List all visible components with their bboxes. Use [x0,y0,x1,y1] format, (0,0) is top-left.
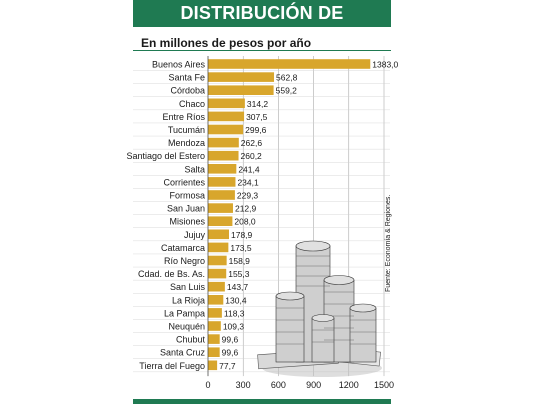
category-label: Santa Cruz [160,348,206,358]
bar [208,85,274,95]
x-tick-label: 0 [205,380,210,390]
value-label: 77,7 [219,361,236,371]
bar [208,98,245,109]
category-label: Santa Fe [168,73,205,83]
value-label: 155,3 [228,269,250,279]
category-label: Chubut [176,335,206,345]
bar [208,177,236,187]
x-tick-label: 300 [236,380,251,390]
bar [208,334,220,344]
category-label: Tierra del Fuego [139,361,205,371]
value-label: 1383,0 [372,60,398,70]
bar [208,281,225,292]
value-label: 99,6 [222,335,239,345]
bar [208,203,233,213]
category-label: Misiones [169,217,205,227]
category-label: La Rioja [172,295,205,305]
category-label: La Pampa [164,308,205,318]
value-label: 173,5 [230,243,252,253]
source-note: Fuente: Economía & Regiones. [385,194,392,292]
category-label: Tucumán [168,125,205,135]
bar [208,360,218,371]
value-label: 314,2 [247,99,269,109]
value-label: 229,3 [237,191,259,201]
value-label: 234,1 [237,177,259,187]
coins-icon [257,240,382,377]
category-label: San Juan [167,204,205,214]
bar [208,295,224,305]
category-label: Catamarca [161,243,205,253]
bar [208,308,222,318]
x-tick-label: 1500 [374,380,394,390]
value-label: 208,0 [234,217,256,227]
value-label: 109,3 [223,322,245,332]
bar [208,72,275,82]
category-label: Entre Ríos [162,112,205,122]
value-label: 143,7 [227,282,249,292]
x-tick-label: 900 [306,380,321,390]
value-label: 130,4 [225,295,247,305]
category-label: San Luis [170,282,206,292]
category-label: Corrientes [163,177,205,187]
x-tick-label: 1200 [339,380,359,390]
category-label: Neuquén [168,322,205,332]
value-label: 241,4 [238,164,260,174]
bar [208,216,233,226]
category-label: Mendoza [168,138,205,148]
value-label: 299,6 [245,125,267,135]
value-label: 562,8 [276,73,298,83]
bar [208,137,239,148]
top-rule [133,50,391,51]
x-tick-label: 600 [271,380,286,390]
bar [208,190,235,200]
value-label: 118,3 [224,308,245,318]
value-label: 262,6 [241,138,263,148]
chart-title: DISTRIBUCIÓN DE RETENCIONES [133,0,391,50]
category-label: Cdad. de Bs. As. [138,269,205,279]
value-label: 559,2 [276,86,298,96]
category-label: Chaco [179,99,205,109]
bar [208,321,221,331]
value-label: 212,9 [235,204,257,214]
bar [208,229,229,240]
category-label: Jujuy [184,230,206,240]
category-label: Buenos Aires [152,60,206,70]
value-label: 178,9 [231,230,253,240]
bar [208,242,229,253]
bar [208,164,237,174]
bar [208,268,227,279]
bar [208,59,371,69]
value-label: 260,2 [241,151,263,161]
value-label: 99,6 [222,348,239,358]
category-label: Salta [184,164,205,174]
category-label: Córdoba [170,86,205,96]
bar [208,150,239,161]
bar [208,255,227,266]
bar [208,347,220,357]
category-label: Santiago del Estero [126,151,205,161]
bar [208,124,244,135]
bottom-rule [133,399,391,404]
category-label: Río Negro [164,256,205,266]
value-label: 307,5 [246,112,268,122]
chart-subtitle: En millones de pesos por año [141,36,312,50]
value-label: 158,9 [229,256,251,266]
category-label: Formosa [169,191,205,201]
bar [208,111,245,122]
